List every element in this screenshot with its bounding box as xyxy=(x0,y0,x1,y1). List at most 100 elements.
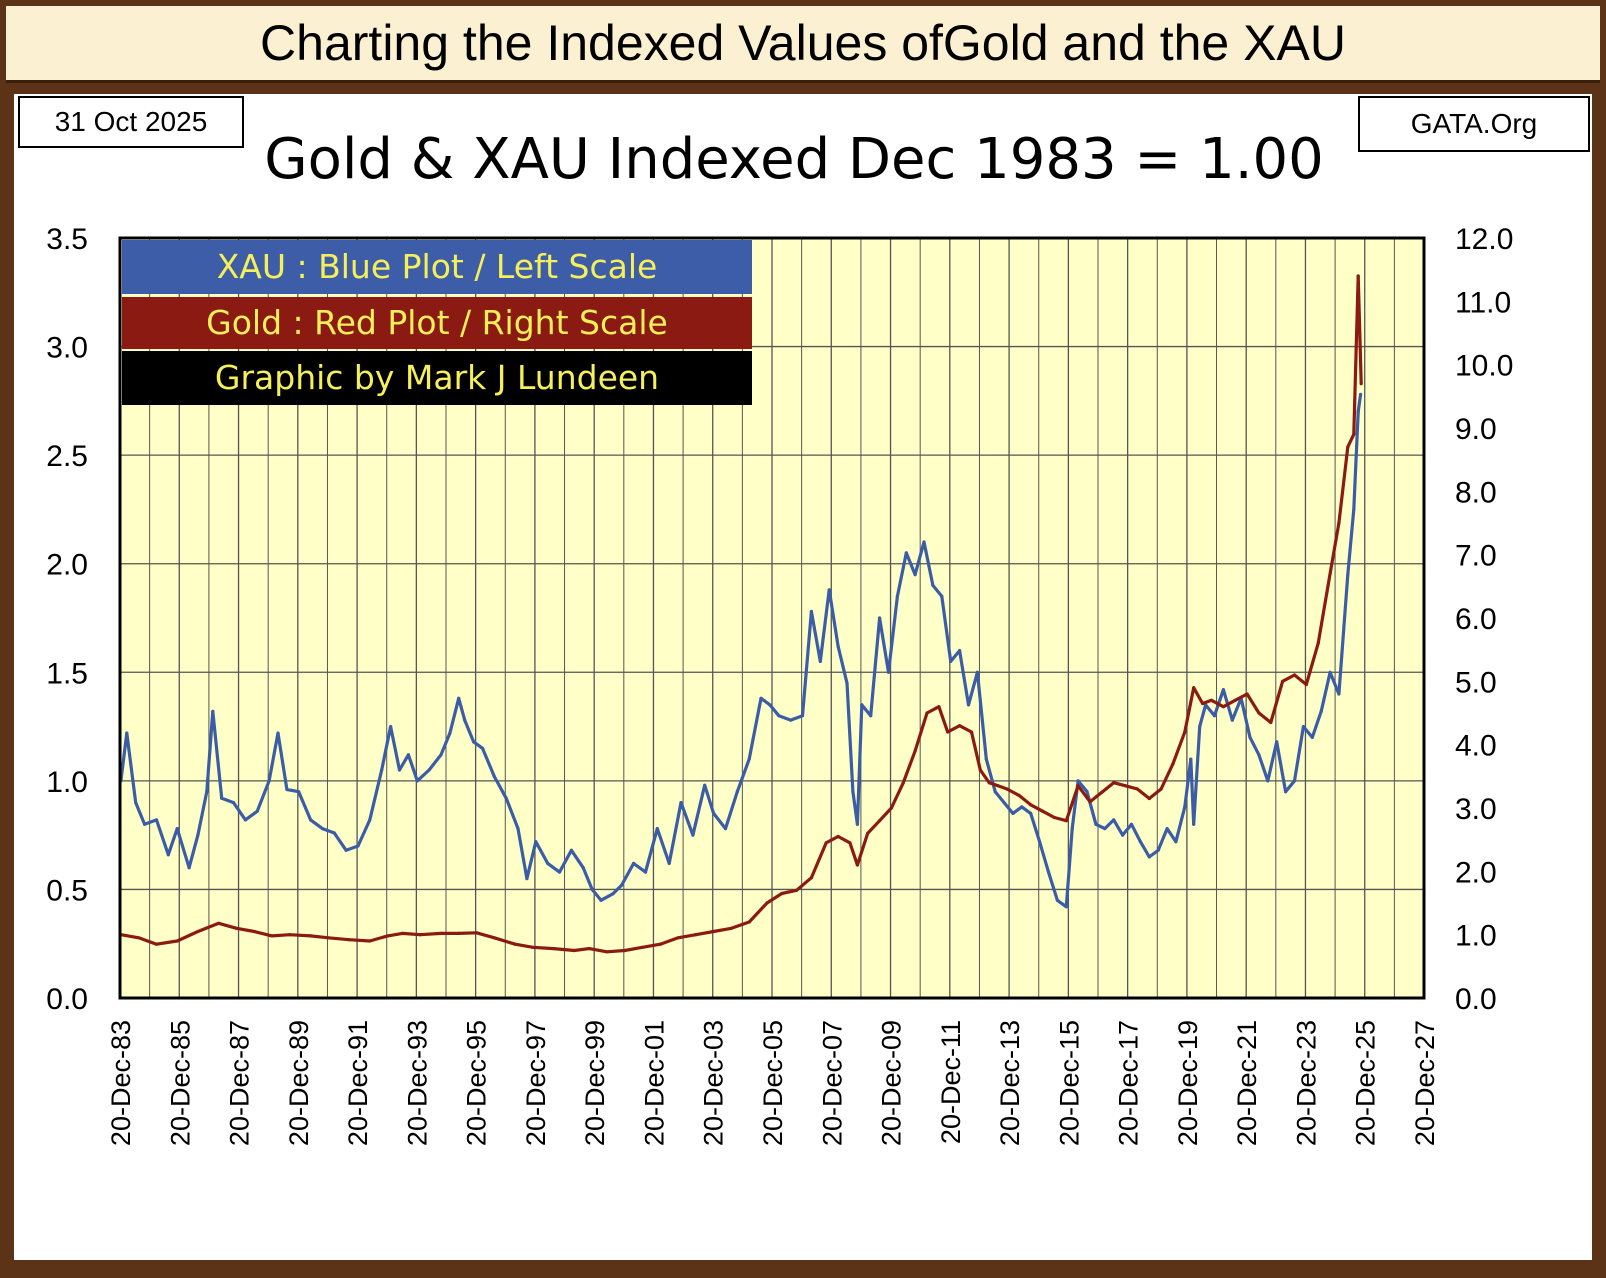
data-point-gold xyxy=(605,950,609,954)
data-point-gold xyxy=(676,936,680,940)
x-tick-label: 20-Dec-91 xyxy=(343,1020,373,1146)
data-point-gold xyxy=(1052,815,1056,820)
series-points-gold xyxy=(119,274,1363,954)
data-point-xau xyxy=(332,831,336,835)
x-tick-label: 20-Dec-05 xyxy=(758,1020,788,1146)
data-point-xau xyxy=(723,827,728,831)
data-point-gold xyxy=(747,920,751,924)
data-point-xau xyxy=(895,594,900,598)
x-tick-label: 20-Dec-13 xyxy=(995,1020,1025,1146)
y-left-tick-label: 0.5 xyxy=(46,874,88,907)
data-point-gold xyxy=(309,934,313,938)
data-point-gold xyxy=(1292,673,1297,677)
data-point-gold xyxy=(1337,521,1341,525)
data-point-xau xyxy=(712,811,716,816)
data-point-gold xyxy=(1221,705,1225,709)
data-point-xau xyxy=(154,818,159,822)
data-point-xau xyxy=(777,714,781,718)
data-point-gold xyxy=(1201,701,1205,706)
data-point-gold xyxy=(658,942,662,946)
data-point-gold xyxy=(855,863,860,867)
data-point-xau xyxy=(525,877,529,881)
data-point-xau xyxy=(1094,822,1098,826)
data-point-xau xyxy=(1189,757,1193,761)
data-point-xau xyxy=(297,790,301,794)
data-point-xau xyxy=(1038,840,1042,844)
data-point-xau xyxy=(940,594,944,598)
data-point-xau xyxy=(759,696,763,700)
x-tick-label: 20-Dec-93 xyxy=(402,1020,432,1146)
data-point-gold xyxy=(1088,800,1092,804)
data-point-xau xyxy=(878,616,882,620)
data-point-xau xyxy=(1138,840,1142,844)
data-point-gold xyxy=(368,939,372,943)
data-point-xau xyxy=(1352,507,1356,511)
data-point-xau xyxy=(344,848,348,852)
data-point-xau xyxy=(1103,827,1107,831)
data-point-xau xyxy=(196,833,200,837)
x-tick-label: 20-Dec-25 xyxy=(1351,1020,1381,1146)
data-point-xau xyxy=(836,644,840,648)
data-point-gold xyxy=(1257,711,1261,715)
data-point-xau xyxy=(1129,822,1134,826)
data-point-gold xyxy=(946,730,950,734)
data-point-xau xyxy=(667,861,671,866)
data-point-xau xyxy=(448,731,452,735)
data-point-xau xyxy=(984,757,988,761)
data-point-xau xyxy=(1319,709,1323,714)
data-point-gold xyxy=(1245,692,1249,696)
data-point-xau xyxy=(599,898,603,902)
data-point-gold xyxy=(196,929,200,934)
x-tick-label: 20-Dec-01 xyxy=(640,1020,670,1146)
data-point-gold xyxy=(1192,686,1196,690)
y-left-tick-label: 3.5 xyxy=(46,223,88,256)
data-point-xau xyxy=(267,779,271,783)
date-label: 31 Oct 2025 xyxy=(18,96,244,148)
data-point-gold xyxy=(780,891,784,896)
data-point-xau xyxy=(845,681,849,685)
data-point-xau xyxy=(415,779,419,783)
x-tick-label: 20-Dec-11 xyxy=(936,1020,966,1144)
data-point-gold xyxy=(1017,793,1021,797)
data-point-xau xyxy=(143,822,147,826)
data-point-xau xyxy=(1046,870,1051,874)
x-tick-label: 20-Dec-23 xyxy=(1292,1020,1322,1146)
data-point-gold xyxy=(154,942,159,946)
data-point-xau xyxy=(569,848,574,852)
data-point-gold xyxy=(587,947,591,951)
data-point-gold xyxy=(765,901,769,905)
data-point-gold xyxy=(439,931,443,936)
data-point-xau xyxy=(439,753,443,757)
data-point-gold xyxy=(1041,809,1045,813)
data-point-xau xyxy=(1275,740,1279,744)
legend-credit: Graphic by Mark J Lundeen xyxy=(122,351,752,405)
data-point-xau xyxy=(1192,822,1196,826)
data-point-xau xyxy=(406,753,410,757)
data-point-xau xyxy=(309,818,313,822)
y-right-tick-label: 6.0 xyxy=(1455,603,1497,636)
data-point-xau xyxy=(1121,833,1125,837)
data-point-gold xyxy=(252,929,256,934)
data-point-gold xyxy=(623,948,627,953)
data-point-gold xyxy=(1029,803,1033,807)
y-left-tick-label: 2.5 xyxy=(46,440,88,473)
x-tick-label: 20-Dec-83 xyxy=(106,1020,136,1146)
data-point-xau xyxy=(457,696,461,700)
data-point-gold xyxy=(1352,432,1356,436)
data-point-gold xyxy=(1281,679,1285,683)
data-point-xau xyxy=(1212,714,1217,718)
data-point-xau xyxy=(913,573,917,577)
data-point-xau xyxy=(231,801,236,805)
data-point-xau xyxy=(958,649,962,653)
data-point-xau xyxy=(818,659,822,664)
data-point-xau xyxy=(679,801,683,805)
data-point-xau xyxy=(463,718,467,722)
data-point-gold xyxy=(492,936,496,940)
y-right-tick-label: 9.0 xyxy=(1455,413,1497,446)
source-label: GATA.Org xyxy=(1358,96,1590,152)
data-point-xau xyxy=(827,588,831,592)
data-point-xau xyxy=(1020,805,1024,809)
data-point-xau xyxy=(886,670,891,674)
legend-xau: XAU : Blue Plot / Left Scale xyxy=(122,240,752,294)
data-point-gold xyxy=(326,936,330,940)
